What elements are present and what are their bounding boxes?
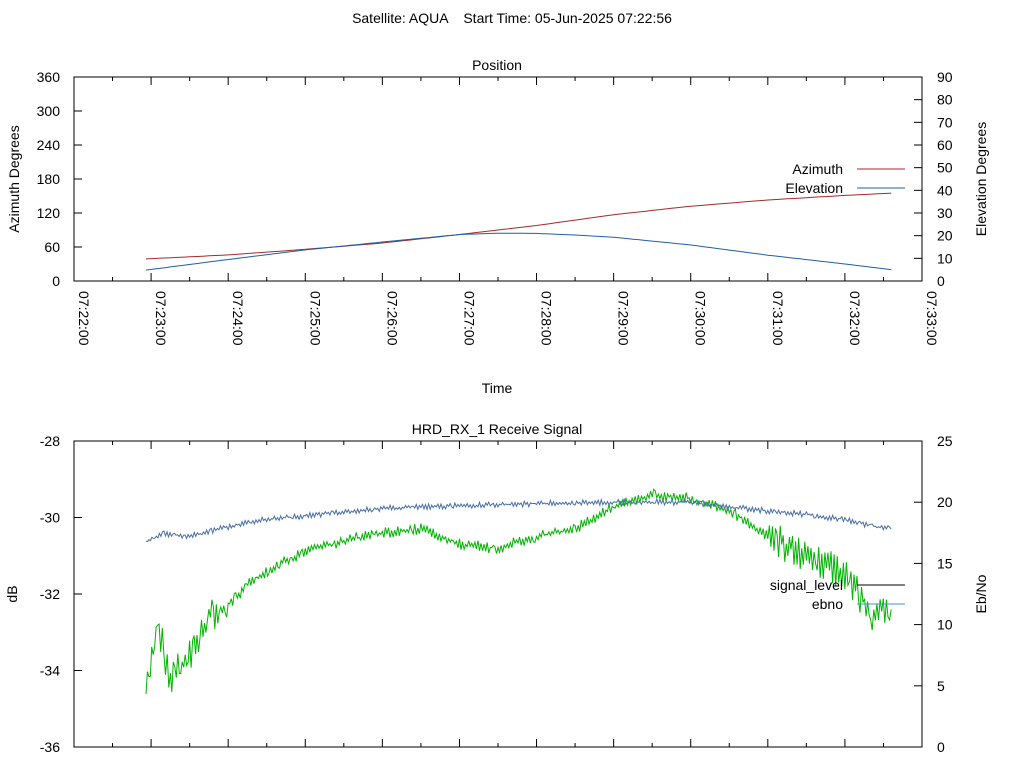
receive-signal-chart-title: HRD_RX_1 Receive Signal [412,421,582,437]
y-tick-label: 60 [44,239,60,255]
x-tick-label: 07:26:00 [384,291,400,346]
y-tick-label: -32 [40,586,60,602]
position-y-ticks: 0 60 120 180 240 300 360 [37,69,82,289]
x-tick-label: 07:33:00 [924,291,940,346]
signal-level-series-line [145,488,892,695]
x-tick-label: 07:25:00 [307,291,323,346]
y-tick-label: 120 [37,205,61,221]
y2-tick-label: 5 [937,678,945,694]
y2-tick-label: 90 [937,69,953,85]
y2-tick-label: 40 [937,182,953,198]
receive-signal-series [145,488,892,695]
position-x-ticks: 07:22:00 07:23:00 07:24:00 07:25:00 07:26:00… [73,77,940,346]
receive-signal-chart: HRD_RX_1 Receive Signal dB Eb/No -36-34-… [4,421,989,755]
y2-tick-label: 25 [937,433,953,449]
elevation-legend-label: Elevation [785,180,843,196]
position-y2-axis-label: Elevation Degrees [973,122,989,236]
y-tick-label: 300 [37,103,61,119]
receive-signal-y-axis-label: dB [4,585,20,602]
x-tick-label: 07:29:00 [616,291,632,346]
position-chart: Position Azimuth Degrees Elevation Degre… [6,57,989,396]
position-plot-frame [73,76,923,282]
receive-signal-x-ticks [73,441,923,747]
y2-tick-label: 20 [937,228,953,244]
x-tick-label: 07:30:00 [693,291,709,346]
y2-tick-label: 60 [937,137,953,153]
y-tick-label: 240 [37,137,61,153]
page-title: Satellite: AQUA Start Time: 05-Jun-2025 … [352,10,672,26]
position-y2-ticks: 0 10 20 30 40 50 60 70 80 90 [914,69,953,289]
y-tick-label: -28 [40,433,60,449]
position-series [145,192,892,271]
y2-tick-label: 15 [937,555,953,571]
x-tick-label: 07:27:00 [461,291,477,346]
y-tick-label: -34 [40,663,60,679]
x-tick-label: 07:24:00 [230,291,246,346]
position-chart-title: Position [472,57,522,73]
receive-signal-y-ticks: -36 -34 -32 -30 -28 [40,433,82,755]
ebno-series-line [145,497,892,543]
y2-tick-label: 10 [937,250,953,266]
x-tick-label: 07:31:00 [770,291,786,346]
ebno-legend-label: ebno [812,596,843,612]
signal-level-legend-label: signal_level [770,577,843,593]
x-tick-label: 07:32:00 [847,291,863,346]
y-tick-label: -36 [40,739,60,755]
x-tick-label: 07:23:00 [153,291,169,346]
elevation-series-line [145,232,892,271]
y2-tick-label: 30 [937,205,953,221]
y2-tick-label: 10 [937,617,953,633]
receive-signal-y2-axis-label: Eb/No [973,574,989,613]
y2-tick-label: 20 [937,494,953,510]
y-tick-label: 180 [37,171,61,187]
y2-tick-label: 0 [937,273,945,289]
receive-signal-y2-ticks: 0 5 10 15 20 25 [914,433,953,755]
y2-tick-label: 70 [937,114,953,130]
position-x-axis-label: Time [482,380,513,396]
receive-signal-plot-frame [73,440,923,748]
y-tick-label: 0 [52,273,60,289]
position-legend: Azimuth Elevation [785,161,905,196]
y-tick-label: 360 [37,69,61,85]
azimuth-legend-label: Azimuth [792,161,843,177]
x-tick-label: 07:22:00 [76,291,92,346]
y-tick-label: -30 [40,510,60,526]
y2-tick-label: 80 [937,92,953,108]
x-tick-label: 07:28:00 [539,291,555,346]
y2-tick-label: 0 [937,739,945,755]
position-y-axis-label: Azimuth Degrees [6,125,22,232]
y2-tick-label: 50 [937,160,953,176]
azimuth-series-line [145,192,892,260]
